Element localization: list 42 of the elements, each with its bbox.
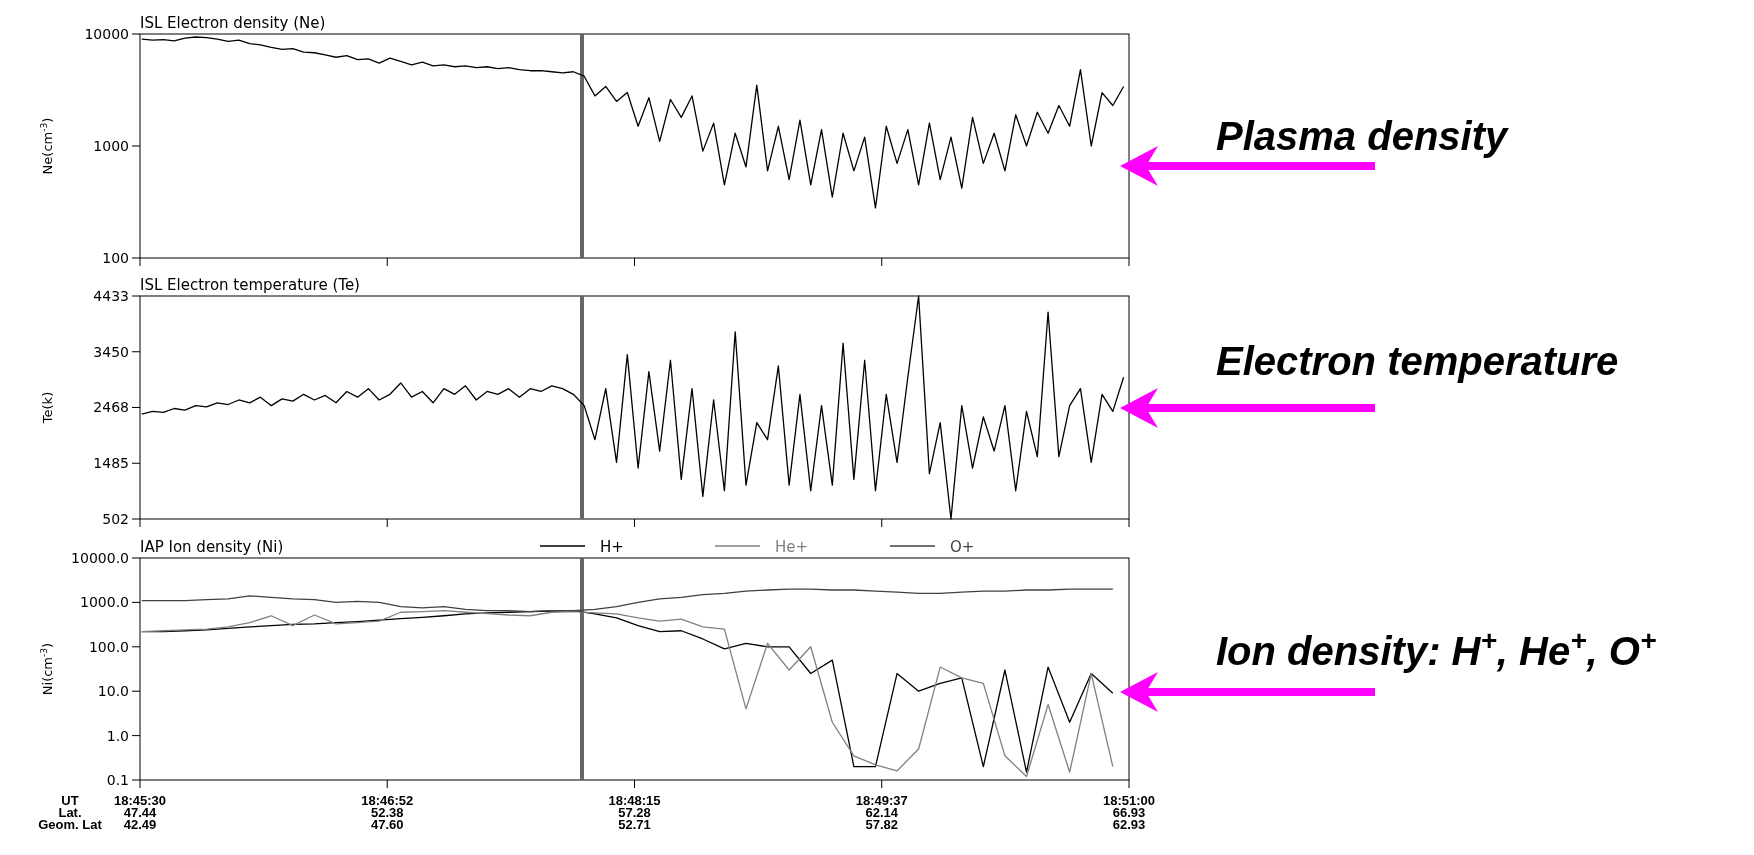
y-tick-label: 0.1: [106, 771, 129, 788]
y-tick-label: 10.0: [97, 683, 129, 700]
y-tick-label: 10000: [84, 25, 129, 42]
chart-title: IAP Ion density (Ni): [140, 538, 284, 556]
x-tick-label: 18:45:30: [113, 793, 167, 808]
x-tick-label: 18:48:15: [608, 793, 661, 808]
y-tick-label: 1000: [93, 137, 129, 154]
text: 57.28: [618, 805, 651, 820]
text: 52.71: [618, 817, 651, 832]
x-tick-label: 18:51:00: [1102, 793, 1156, 808]
text: Ion density: H$^{+}$, He$^{+}$, O$^{+}$: [1216, 624, 1657, 673]
text: 62.93: [1112, 817, 1146, 832]
y-tick-label: 502: [102, 510, 129, 527]
y-tick-label: 1000.0: [80, 594, 129, 611]
y-tick-label: 100.0: [88, 638, 129, 655]
y-tick-label: 100: [102, 249, 129, 266]
chart-title: ISL Electron density (Ne): [140, 14, 326, 32]
text: Lat.: [58, 805, 82, 820]
text: Geom. Lat: [38, 817, 103, 832]
x-tick-label: 18:49:37: [855, 793, 908, 808]
text: 52.38: [370, 805, 404, 820]
y-tick-label: 1485: [93, 455, 129, 472]
y-tick-label: 3450: [93, 343, 129, 360]
y-tick-label: 2468: [93, 399, 129, 416]
text: 42.49: [123, 817, 157, 832]
text: 47.60: [370, 817, 404, 832]
legend-label: He+: [775, 538, 809, 556]
text: 66.93: [1112, 805, 1146, 820]
legend-label: O+: [950, 538, 975, 556]
text: Plasma density: [1216, 114, 1509, 158]
text: 62.14: [865, 805, 899, 820]
y-axis-title: Te(k): [40, 391, 55, 425]
text: UT: [61, 793, 79, 808]
text: 47.44: [123, 805, 158, 820]
text: 57.82: [865, 817, 899, 832]
x-tick-label: 18:46:52: [361, 793, 414, 808]
y-tick-label: 4433: [93, 287, 129, 304]
legend-label: H+: [600, 538, 624, 556]
text: Electron temperature: [1216, 339, 1619, 383]
y-tick-label: 1.0: [106, 727, 129, 744]
chart-title: ISL Electron temperature (Te): [140, 276, 360, 294]
y-tick-label: 10000.0: [71, 549, 129, 566]
